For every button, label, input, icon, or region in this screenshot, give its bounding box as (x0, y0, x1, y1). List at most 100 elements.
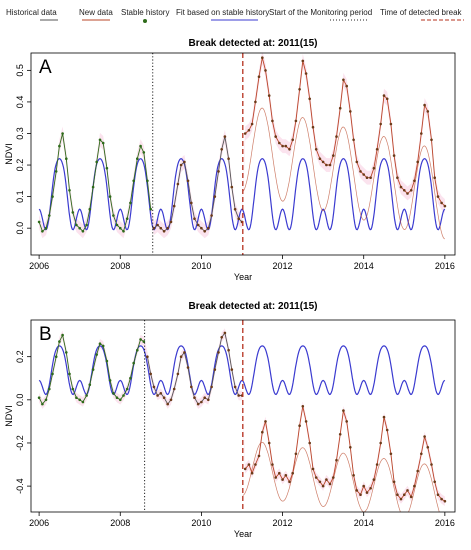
data-point-new-data (430, 463, 433, 466)
data-point-historical-data (217, 351, 220, 354)
data-point-stable-history (88, 383, 92, 386)
data-point-historical-data (183, 351, 186, 354)
data-point-historical-data (200, 226, 203, 230)
data-point-new-data (349, 110, 352, 113)
plot-area (37, 53, 447, 240)
uncertainty-band (39, 53, 445, 239)
data-point-stable-history (41, 230, 44, 233)
data-point-new-data (349, 446, 352, 449)
panel-letter: B (39, 324, 52, 345)
data-point-historical-data (159, 392, 163, 395)
data-point-stable-history (88, 207, 92, 211)
data-point-new-data (328, 482, 332, 486)
x-tick-label: 2014 (354, 518, 374, 528)
data-point-historical-data (193, 217, 196, 220)
fit-line-new-data (242, 441, 440, 512)
data-point-historical-data (152, 226, 156, 230)
data-point-stable-history (146, 179, 149, 183)
data-point-stable-history (132, 179, 135, 183)
data-point-new-data (396, 493, 399, 496)
data-point-new-data (335, 135, 338, 138)
data-point-stable-history (54, 355, 58, 358)
data-point-historical-data (156, 394, 159, 397)
data-point-new-data (403, 189, 406, 192)
data-point-new-data (250, 471, 254, 475)
data-point-new-data (271, 463, 274, 466)
data-point-stable-history (75, 223, 78, 227)
data-point-stable-history (78, 226, 81, 230)
legend-item-break: Time of detected break (380, 8, 462, 17)
data-point-historical-data (220, 336, 223, 339)
data-point-historical-data (237, 394, 240, 397)
data-point-new-data (413, 484, 416, 488)
data-point-historical-data (200, 400, 203, 404)
data-point-new-data (314, 148, 318, 151)
data-point-new-data (369, 487, 372, 490)
data-point-new-data (409, 189, 413, 192)
data-point-new-data (267, 441, 271, 445)
data-point-historical-data (237, 217, 240, 220)
data-point-new-data (355, 489, 359, 492)
data-point-historical-data (169, 398, 173, 402)
x-tick-label: 2012 (273, 518, 293, 528)
data-point-new-data (264, 420, 267, 423)
plot-area (37, 328, 447, 512)
fit-line-new-data (242, 107, 446, 240)
data-point-new-data (352, 474, 355, 477)
fit-line-stable-history (38, 345, 446, 396)
data-point-historical-data (149, 372, 152, 376)
data-point-new-data (413, 179, 416, 183)
data-point-historical-data (193, 396, 196, 399)
data-point-historical-data (152, 385, 156, 389)
data-point-stable-history (129, 201, 132, 205)
data-point-stable-history (136, 348, 139, 352)
data-point-new-data (308, 441, 312, 445)
data-point-historical-data (156, 223, 159, 227)
data-point-new-data (372, 166, 376, 170)
data-point-new-data (304, 420, 308, 423)
data-point-stable-history (65, 351, 68, 354)
data-point-new-data (342, 409, 345, 412)
data-point-historical-data (207, 226, 210, 230)
plot-frame (30, 319, 456, 513)
data-point-new-data (436, 493, 440, 496)
data-point-historical-data (190, 201, 193, 205)
data-point-new-data (396, 176, 399, 179)
plot-frame (30, 52, 456, 256)
data-point-historical-data (217, 170, 220, 173)
legend-item-stable-history: Stable history (121, 8, 170, 17)
data-point-new-data (362, 173, 366, 176)
data-point-historical-data (210, 214, 213, 217)
data-point-new-data (288, 480, 291, 484)
data-point-stable-history (115, 396, 119, 399)
data-point-new-data (243, 467, 247, 471)
data-point-new-data (372, 478, 376, 481)
data-point-stable-history (51, 195, 54, 198)
data-point-new-data (325, 163, 328, 167)
data-point-new-data (436, 195, 440, 198)
fit-line-stable-history (38, 158, 446, 231)
data-point-stable-history (91, 185, 95, 189)
data-point-historical-data (159, 226, 163, 230)
x-tick-label: 2014 (354, 261, 374, 271)
data-point-new-data (250, 122, 254, 126)
data-point-new-data (433, 480, 437, 484)
data-point-stable-history (51, 372, 54, 376)
data-point-new-data (345, 84, 349, 88)
data-point-new-data (355, 160, 359, 164)
x-tick-label: 2006 (29, 518, 49, 528)
data-point-new-data (392, 154, 396, 157)
data-point-new-data (403, 493, 406, 496)
data-point-new-data (308, 97, 312, 101)
x-axis-label: Year (234, 529, 252, 539)
data-point-new-data (254, 463, 257, 466)
data-point-stable-history (85, 223, 88, 227)
data-point-stable-history (115, 223, 119, 227)
data-point-new-data (291, 471, 295, 475)
legend-item-monitoring-start: Start of the Monitoring period (269, 8, 373, 17)
data-point-stable-history (58, 340, 61, 343)
y-tick-label: 0.4 (15, 96, 25, 109)
chart-panel-a: 2006 2008 2010 2012 2014 2016 0.0 0.1 0.2 0.3 0.4 0… (4, 38, 456, 282)
data-point-new-data (321, 160, 325, 164)
